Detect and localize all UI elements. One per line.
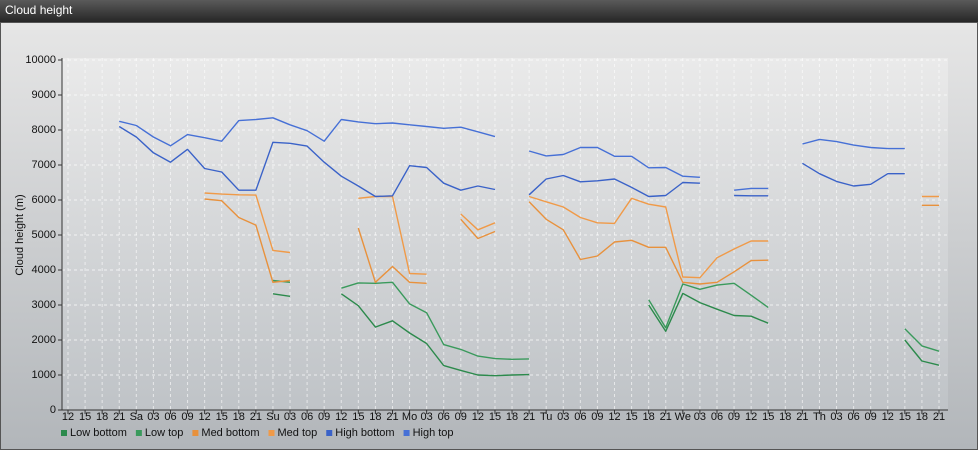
x-tick-label: 03 — [421, 411, 433, 423]
x-tick-label: Mo — [402, 411, 417, 423]
legend-swatch — [326, 430, 333, 436]
x-tick-label: 06 — [438, 411, 450, 423]
x-tick-label: 21 — [113, 411, 125, 423]
y-tick-label: 2000 — [32, 334, 56, 346]
x-tick-label: Tu — [540, 411, 552, 423]
window-title: Cloud height — [5, 3, 73, 17]
x-tick-label: 21 — [523, 411, 535, 423]
y-tick-label: 8000 — [32, 124, 56, 136]
x-tick-label: 12 — [745, 411, 757, 423]
x-tick-label: 06 — [164, 411, 176, 423]
title-bar — [0, 0, 978, 22]
x-tick-label: 15 — [79, 411, 91, 423]
x-tick-label: 15 — [899, 411, 911, 423]
y-tick-label: 6000 — [32, 194, 56, 206]
x-tick-label: 15 — [216, 411, 228, 423]
x-tick-label: 03 — [557, 411, 569, 423]
legend-swatch — [403, 430, 410, 436]
x-tick-label: 15 — [762, 411, 774, 423]
series-line — [204, 198, 939, 285]
legend-label: Med top — [278, 427, 318, 439]
y-tick-label: 10000 — [25, 54, 56, 66]
x-tick-label: 12 — [335, 411, 347, 423]
y-tick-label: 4000 — [32, 264, 56, 276]
x-tick-label: 06 — [301, 411, 313, 423]
x-tick-label: 09 — [181, 411, 193, 423]
lines — [118, 117, 940, 377]
legend-swatch — [268, 430, 275, 436]
x-tick-label: 12 — [199, 411, 211, 423]
x-tick-label: 18 — [233, 411, 245, 423]
x-tick-label: 15 — [625, 411, 637, 423]
y-tick-label: 3000 — [32, 299, 56, 311]
y-tick-label: 7000 — [32, 159, 56, 171]
legend-label: High bottom — [335, 427, 394, 439]
x-tick-label: We — [675, 411, 691, 423]
x-tick-label: 03 — [694, 411, 706, 423]
x-tick-label: 09 — [318, 411, 330, 423]
series-line — [272, 292, 940, 377]
y-tick-label: 0 — [50, 404, 56, 416]
x-tick-label: 21 — [660, 411, 672, 423]
x-tick-label: 03 — [284, 411, 296, 423]
legend-label: Low bottom — [70, 427, 127, 439]
x-tick-label: 21 — [933, 411, 945, 423]
series-line — [119, 117, 905, 191]
legend-label: Med bottom — [201, 427, 259, 439]
axes: 0 1000 2000 3000 4000 5000 6000 7000 8000 9000 100… — [25, 54, 948, 423]
x-tick-label: 12 — [472, 411, 484, 423]
x-tick-label: 18 — [779, 411, 791, 423]
x-tick-label: 09 — [591, 411, 603, 423]
x-tick-label: 06 — [847, 411, 859, 423]
x-tick-label: 21 — [796, 411, 808, 423]
x-tick-label: 21 — [250, 411, 262, 423]
x-tick-label: 18 — [369, 411, 381, 423]
x-tick-label: 18 — [506, 411, 518, 423]
x-tick-label: 09 — [455, 411, 467, 423]
x-tick-label: 03 — [147, 411, 159, 423]
x-tick-label: 09 — [865, 411, 877, 423]
legend-swatch — [192, 430, 199, 436]
x-tick-label: 03 — [830, 411, 842, 423]
y-axis-label: Cloud height (m) — [14, 194, 26, 275]
x-tick-label: 12 — [62, 411, 74, 423]
x-tick-label: 18 — [96, 411, 108, 423]
x-tick-label: 15 — [489, 411, 501, 423]
legend: Low bottom Low top Med bottom Med top High b… — [61, 427, 454, 439]
x-tick-label: 09 — [728, 411, 740, 423]
x-tick-label: 18 — [643, 411, 655, 423]
legend-swatch — [135, 430, 142, 436]
x-tick-label: 21 — [386, 411, 398, 423]
x-tick-label: 06 — [574, 411, 586, 423]
y-tick-label: 9000 — [32, 89, 56, 101]
legend-label: Low top — [145, 427, 184, 439]
x-tick-label: 15 — [352, 411, 364, 423]
y-tick-label: 1000 — [32, 369, 56, 381]
grid — [62, 58, 948, 411]
x-tick-label: 12 — [608, 411, 620, 423]
x-tick-label: 18 — [916, 411, 928, 423]
legend-label: High top — [413, 427, 454, 439]
x-tick-label: Th — [813, 411, 826, 423]
y-tick-label: 5000 — [32, 229, 56, 241]
plot-area — [62, 58, 948, 410]
x-tick-label: Su — [266, 411, 279, 423]
legend-swatch — [61, 430, 67, 436]
x-tick-label: Sa — [130, 411, 144, 423]
x-tick-label: 06 — [711, 411, 723, 423]
x-tick-label: 12 — [882, 411, 894, 423]
series-line — [118, 125, 905, 198]
